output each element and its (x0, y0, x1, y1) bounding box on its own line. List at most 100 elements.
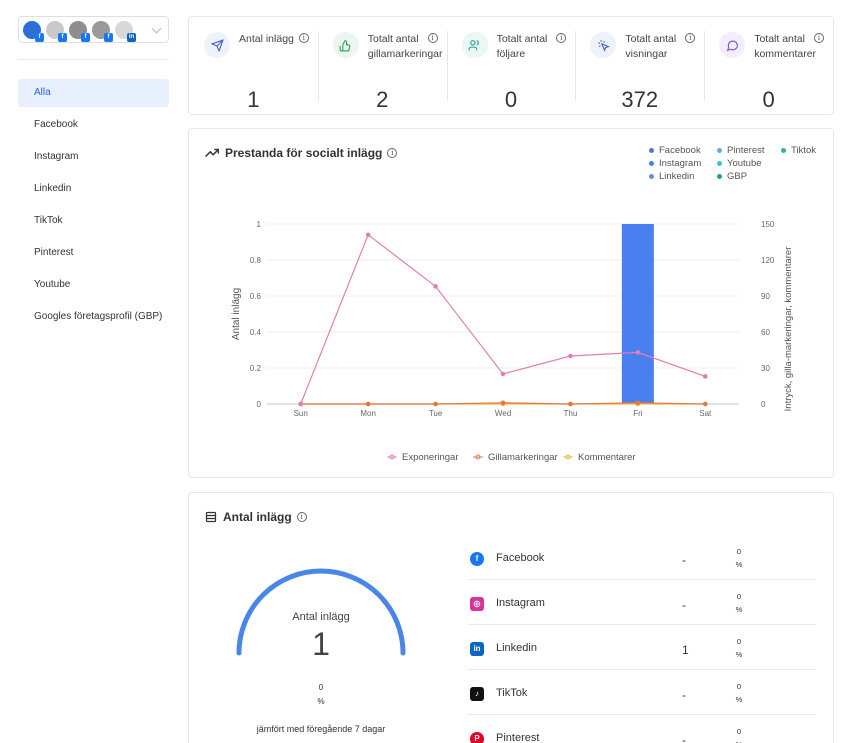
legend-linkedin[interactable]: Linkedin (649, 171, 694, 182)
legend-label: Facebook (659, 145, 701, 156)
legend-marker (475, 454, 481, 460)
legend-label: Kommentarer (578, 452, 636, 463)
legend-pinterest[interactable]: Pinterest (717, 145, 765, 156)
data-point (500, 400, 506, 406)
x-tick-label: Wed (495, 409, 511, 418)
info-icon[interactable]: i (296, 512, 307, 522)
platform-pct-value: 0 (736, 682, 742, 691)
nav-item-alla[interactable]: Alla (18, 79, 169, 107)
stat-likes: Totalt antal gillamarkeringar i 2 (317, 17, 447, 114)
tiktok-icon: ♪ (470, 687, 484, 701)
info-icon[interactable]: i (427, 33, 438, 43)
nav-item-youtube[interactable]: Youtube (34, 279, 71, 290)
x-tick-label: Thu (564, 409, 578, 418)
x-tick-label: Sat (699, 409, 712, 418)
pct-sign: % (317, 697, 325, 706)
data-point (500, 371, 506, 377)
stats-card: Antal inlägg i 1 Totalt antal gillamarke… (188, 16, 834, 115)
info-icon[interactable]: i (556, 33, 567, 43)
stat-posts: Antal inlägg i 1 (189, 17, 318, 114)
trending-up-icon (205, 148, 219, 158)
platform-pct-sign: % (736, 740, 743, 743)
avatar: f (92, 20, 113, 42)
count-title-text: Antal inlägg (223, 510, 292, 524)
gauge-value: 1 (312, 626, 330, 662)
y-tick-label: 1 (257, 220, 262, 229)
platform-value: - (682, 553, 686, 567)
platform-pct: 0% (734, 725, 744, 743)
chevron-down-icon[interactable] (151, 23, 162, 34)
count-title: Antal inlägg i (205, 510, 307, 524)
profile-selector[interactable]: f f f f in (18, 16, 169, 43)
stat-value: 0 (762, 87, 775, 112)
thumbs-up-icon (332, 32, 359, 58)
legend-instagram[interactable]: Instagram (649, 158, 701, 169)
info-icon[interactable]: i (813, 33, 824, 43)
stat-label: Totalt antal visningar (625, 33, 677, 60)
list-icon (205, 511, 217, 523)
x-tick-label: Mon (360, 409, 376, 418)
legend-marker (565, 454, 571, 460)
legend-label: Youtube (727, 158, 762, 169)
data-point (433, 284, 438, 289)
y-right-tick-label: 90 (761, 292, 770, 301)
click-icon (590, 32, 617, 58)
nav-item-pinterest[interactable]: Pinterest (34, 247, 74, 258)
y-axis-label: Antal inlägg (231, 288, 242, 340)
bar-instagram (621, 224, 654, 404)
legend-facebook[interactable]: Facebook (649, 145, 701, 156)
platform-row-tiktok: ♪ TikTok - 0% (468, 670, 816, 715)
platform-name: TikTok (496, 687, 528, 699)
info-icon[interactable]: i (387, 148, 398, 158)
stat-label: Totalt antal följare (496, 33, 548, 60)
legend-label: GBP (727, 171, 748, 182)
data-point (365, 401, 371, 407)
comment-icon (719, 32, 746, 58)
avatar: f (23, 20, 44, 42)
y-tick-label: 0.6 (250, 292, 262, 301)
y-right-tick-label: 0 (761, 400, 766, 409)
legend-gbp[interactable]: GBP (717, 171, 747, 182)
y-right-tick-label: 30 (761, 364, 770, 373)
x-tick-label: Fri (633, 409, 643, 418)
stat-value: 2 (376, 87, 389, 112)
instagram-icon: ◎ (470, 597, 484, 611)
facebook-icon: f (470, 552, 484, 566)
data-point (568, 353, 573, 359)
nav-item-linkedin[interactable]: Linkedin (34, 183, 72, 194)
nav-item-gbp[interactable]: Googles företagsprofil (GBP) (34, 311, 163, 322)
y-tick-label: 0.2 (250, 364, 262, 373)
pct-value: 0 (318, 683, 324, 692)
legend-tiktok[interactable]: Tiktok (781, 145, 816, 156)
avatar: in (115, 20, 136, 42)
platform-value: - (682, 598, 686, 612)
divider (18, 59, 169, 60)
performance-card: Prestanda för socialt inlägg i Facebook … (188, 128, 834, 478)
platform-row-facebook: f Facebook - 0% (468, 535, 816, 580)
nav-item-tiktok[interactable]: TikTok (34, 215, 63, 226)
platform-name: Facebook (496, 552, 545, 564)
post-count-card: Antal inlägg i Antal inlägg 1 0 % jämför… (188, 492, 834, 743)
data-point (635, 400, 641, 406)
platform-pct: 0% (734, 635, 744, 661)
platform-value: - (682, 733, 686, 743)
legend-label: Instagram (659, 158, 702, 169)
performance-chart: 0 0.2 0.4 0.6 0.8 1 0 30 60 90 120 150 Antal inlägg I… (231, 220, 794, 463)
nav-item-facebook[interactable]: Facebook (34, 119, 78, 130)
legend-youtube[interactable]: Youtube (717, 158, 762, 169)
platform-value: - (682, 688, 686, 702)
info-icon[interactable]: i (298, 33, 309, 43)
pinterest-icon: P (470, 732, 484, 743)
legend-label: Gillamarkeringar (488, 452, 558, 463)
stat-value: 1 (247, 87, 260, 112)
platform-name: Instagram (496, 597, 545, 609)
gauge-label: Antal inlägg (292, 611, 350, 623)
nav-item-instagram[interactable]: Instagram (34, 151, 79, 162)
data-point (702, 374, 708, 379)
platform-pct: 0% (734, 680, 744, 706)
info-icon[interactable]: i (685, 33, 696, 43)
platform-pct-value: 0 (736, 547, 742, 556)
compare-text: jämfört med föregående 7 dagar (256, 724, 386, 734)
avatar: f (46, 20, 67, 42)
